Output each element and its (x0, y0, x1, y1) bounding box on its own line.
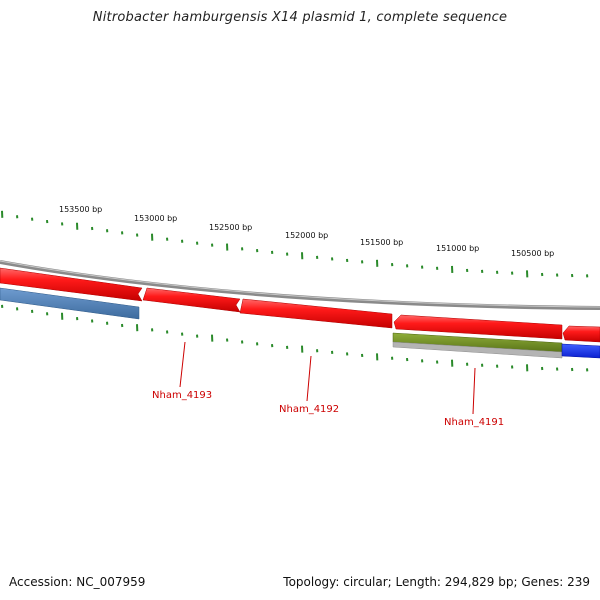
ruler-labels: 153500 bp 153000 bp 152500 bp 152000 bp … (59, 205, 554, 258)
topology-length-genes-text: Topology: circular; Length: 294,829 bp; … (283, 575, 590, 589)
cds-arrow[interactable] (393, 314, 563, 340)
feature-blue[interactable] (561, 343, 600, 359)
map-title: Nitrobacter hamburgensis X14 plasmid 1, … (92, 10, 508, 25)
ruler-label: 153000 bp (134, 214, 177, 223)
gene-label[interactable]: Nham_4193 (152, 390, 212, 401)
outer-tick-ruler (1, 210, 589, 278)
feature-steel-blue[interactable] (0, 287, 140, 320)
accession-text: Accession: NC_007959 (9, 575, 146, 589)
backbone-arc (0, 260, 600, 310)
gene-label[interactable]: Nham_4192 (279, 404, 339, 415)
feature-gray[interactable] (392, 341, 563, 359)
inner-tick-ruler (1, 304, 589, 372)
backbone-highlight (0, 260, 600, 308)
cds-arrow[interactable] (239, 298, 393, 329)
ruler-label: 153500 bp (59, 205, 102, 214)
ruler-label: 150500 bp (511, 249, 554, 258)
ruler-label: 152000 bp (285, 231, 328, 240)
ruler-label: 152500 bp (209, 223, 252, 232)
gene-label[interactable]: Nham_4191 (444, 417, 504, 428)
cds-arrow[interactable] (0, 267, 143, 302)
ruler-label: 151500 bp (360, 238, 403, 247)
gene-leader-line (472, 367, 476, 415)
cds-arrow[interactable] (142, 287, 241, 313)
ruler-label: 151000 bp (436, 244, 479, 253)
gene-leader-line (306, 355, 312, 402)
gene-leader-line (179, 341, 186, 388)
cds-arrow[interactable] (562, 325, 600, 343)
